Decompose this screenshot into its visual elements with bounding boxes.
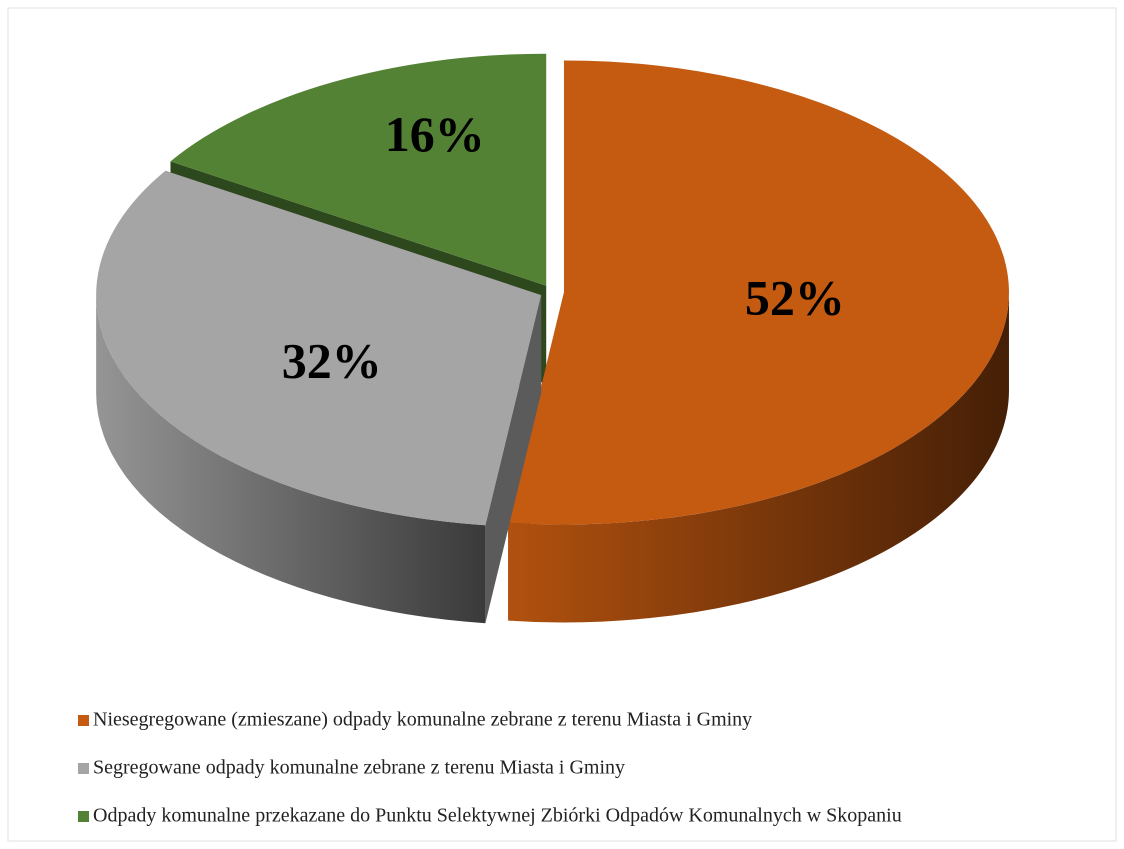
slice [508, 60, 1009, 623]
legend-marker [78, 811, 89, 822]
legend-marker [78, 715, 89, 726]
slice [96, 170, 542, 526]
data-label: 16% [385, 106, 485, 162]
legend-marker [78, 763, 89, 774]
legend-label: Odpady komunalne przekazane do Punktu Se… [93, 805, 902, 827]
slice [170, 53, 547, 286]
slice-side [508, 292, 1009, 623]
slice-side [96, 295, 486, 624]
legend-label: Segregowane odpady komunalne zebrane z t… [93, 757, 625, 779]
data-label: 32% [282, 333, 382, 389]
legend-label: Niesegregowane (zmieszane) odpady komuna… [93, 709, 752, 731]
slice [96, 170, 542, 624]
slice [508, 60, 1009, 525]
data-label: 52% [745, 269, 845, 325]
